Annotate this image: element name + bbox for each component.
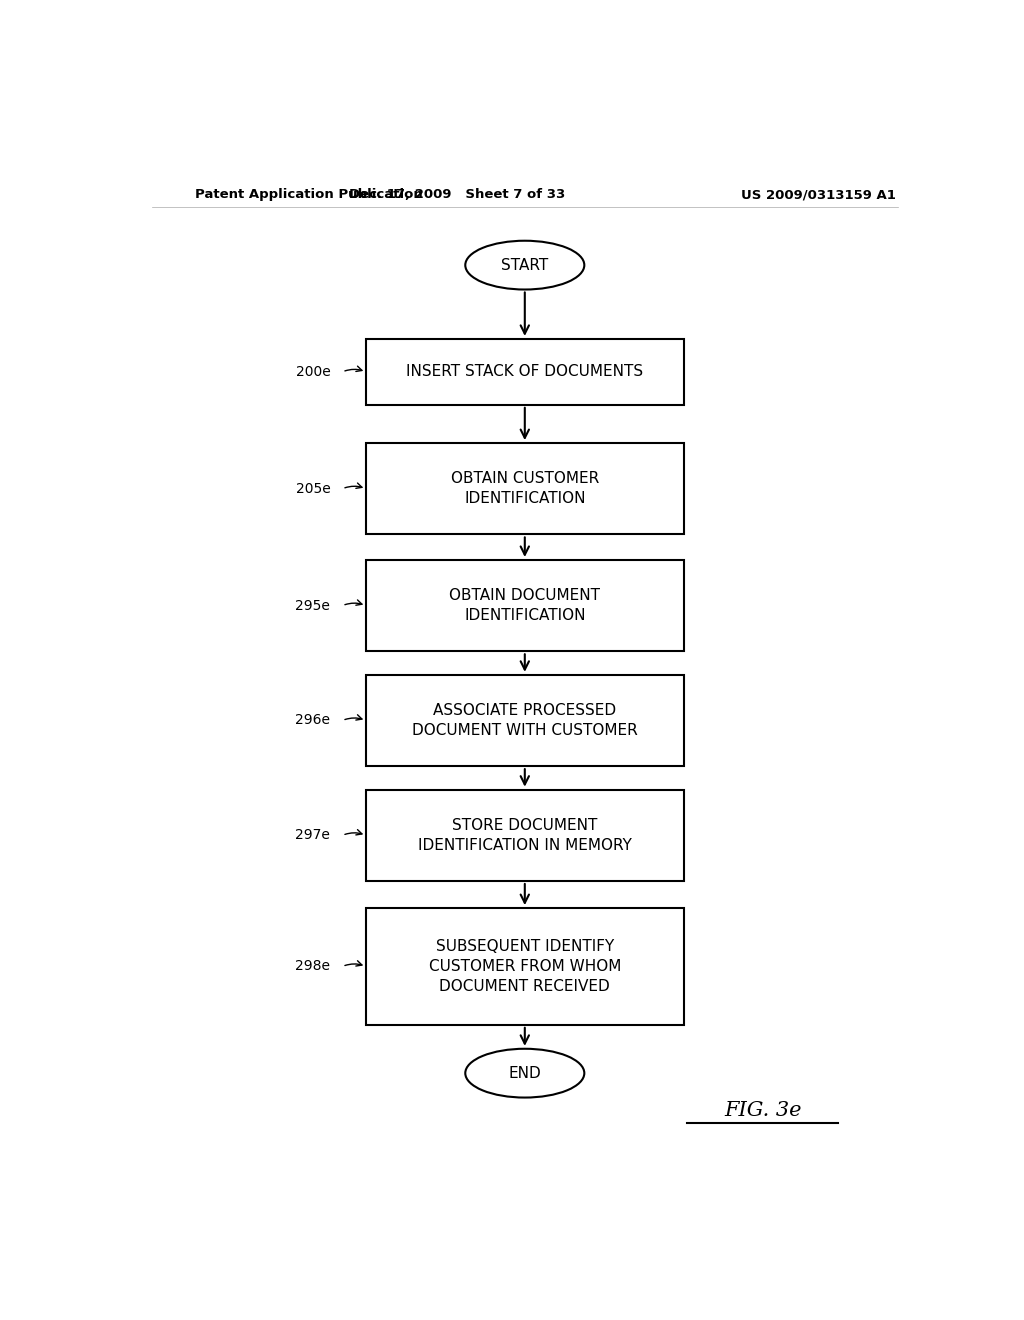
Text: US 2009/0313159 A1: US 2009/0313159 A1 bbox=[741, 189, 896, 202]
Text: START: START bbox=[501, 257, 549, 273]
Text: Patent Application Publication: Patent Application Publication bbox=[196, 189, 423, 202]
FancyBboxPatch shape bbox=[367, 908, 684, 1024]
FancyBboxPatch shape bbox=[367, 339, 684, 405]
Text: END: END bbox=[509, 1065, 541, 1081]
FancyBboxPatch shape bbox=[367, 789, 684, 880]
Text: SUBSEQUENT IDENTIFY
CUSTOMER FROM WHOM
DOCUMENT RECEIVED: SUBSEQUENT IDENTIFY CUSTOMER FROM WHOM D… bbox=[429, 939, 621, 994]
Text: 205e: 205e bbox=[296, 482, 331, 496]
Text: 296e: 296e bbox=[295, 714, 331, 727]
Text: 295e: 295e bbox=[296, 598, 331, 612]
Text: Dec. 17, 2009   Sheet 7 of 33: Dec. 17, 2009 Sheet 7 of 33 bbox=[349, 189, 565, 202]
Text: 297e: 297e bbox=[296, 829, 331, 842]
Ellipse shape bbox=[465, 240, 585, 289]
Text: INSERT STACK OF DOCUMENTS: INSERT STACK OF DOCUMENTS bbox=[407, 364, 643, 379]
FancyBboxPatch shape bbox=[367, 675, 684, 766]
Text: ASSOCIATE PROCESSED
DOCUMENT WITH CUSTOMER: ASSOCIATE PROCESSED DOCUMENT WITH CUSTOM… bbox=[412, 704, 638, 738]
Text: FIG. 3e: FIG. 3e bbox=[724, 1101, 802, 1121]
Text: 200e: 200e bbox=[296, 364, 331, 379]
Text: STORE DOCUMENT
IDENTIFICATION IN MEMORY: STORE DOCUMENT IDENTIFICATION IN MEMORY bbox=[418, 818, 632, 853]
FancyBboxPatch shape bbox=[367, 560, 684, 651]
Text: OBTAIN DOCUMENT
IDENTIFICATION: OBTAIN DOCUMENT IDENTIFICATION bbox=[450, 589, 600, 623]
Text: OBTAIN CUSTOMER
IDENTIFICATION: OBTAIN CUSTOMER IDENTIFICATION bbox=[451, 471, 599, 506]
Text: 298e: 298e bbox=[295, 960, 331, 973]
FancyBboxPatch shape bbox=[367, 444, 684, 535]
Ellipse shape bbox=[465, 1049, 585, 1097]
